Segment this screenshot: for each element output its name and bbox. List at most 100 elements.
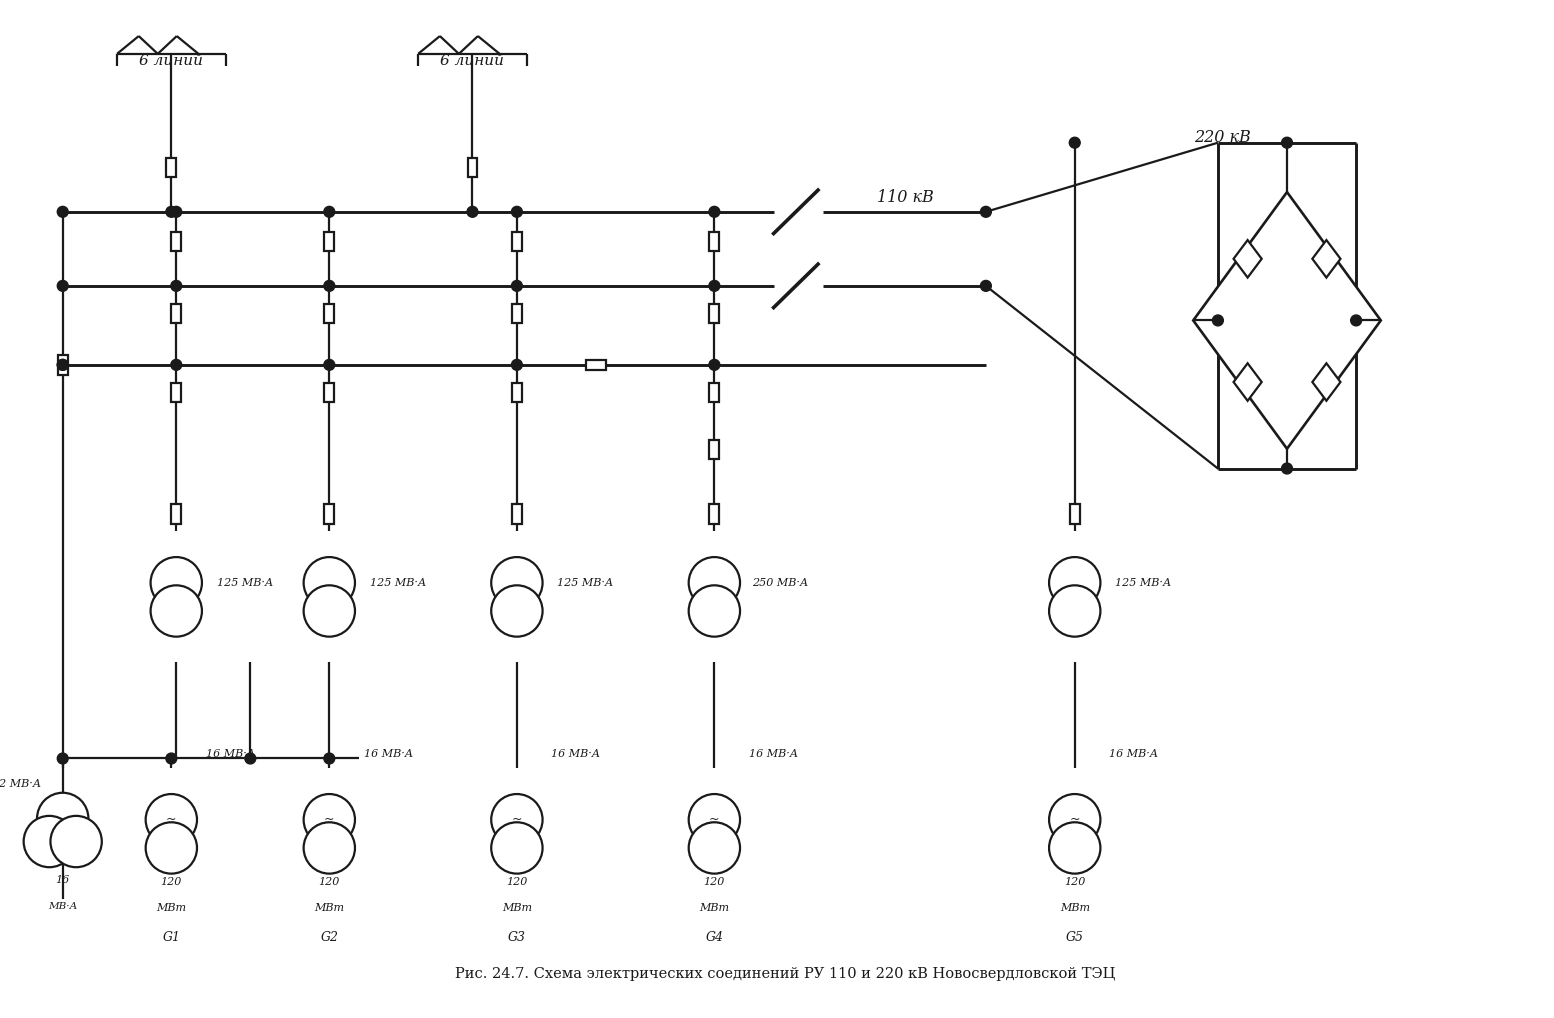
Bar — [325, 504, 334, 523]
Bar — [710, 303, 720, 324]
Text: 125 МВ·А: 125 МВ·А — [1116, 578, 1172, 587]
Text: 120: 120 — [704, 876, 726, 887]
Circle shape — [246, 753, 256, 764]
Circle shape — [981, 280, 991, 291]
Circle shape — [1069, 137, 1080, 149]
Text: 16 МВ·А: 16 МВ·А — [1110, 748, 1158, 758]
Text: 120: 120 — [160, 876, 182, 887]
Bar — [325, 383, 334, 402]
Circle shape — [23, 815, 75, 867]
Circle shape — [323, 753, 334, 764]
Bar — [468, 158, 477, 177]
Circle shape — [1049, 794, 1100, 845]
Text: G2: G2 — [320, 931, 339, 945]
Bar — [511, 504, 522, 523]
Bar — [171, 383, 182, 402]
Circle shape — [468, 207, 479, 217]
Circle shape — [709, 359, 720, 371]
Bar — [325, 231, 334, 251]
Circle shape — [171, 280, 182, 291]
Text: 120: 120 — [507, 876, 528, 887]
Bar — [710, 383, 720, 402]
Text: МВт: МВт — [699, 903, 729, 913]
Text: G1: G1 — [162, 931, 180, 945]
Polygon shape — [1312, 240, 1341, 278]
Text: 120: 120 — [319, 876, 340, 887]
Circle shape — [1049, 823, 1100, 873]
Bar — [57, 355, 68, 375]
Bar — [511, 303, 522, 324]
Circle shape — [166, 753, 177, 764]
Text: МВт: МВт — [157, 903, 186, 913]
Bar — [171, 303, 182, 324]
Circle shape — [688, 794, 740, 845]
Text: МВ·А: МВ·А — [48, 902, 78, 911]
Circle shape — [303, 823, 354, 873]
Text: Рис. 24.7. Схема электрических соединений РУ 110 и 220 кВ Новосвердловской ТЭЦ: Рис. 24.7. Схема электрических соединени… — [455, 967, 1116, 981]
Circle shape — [57, 359, 68, 371]
Bar — [166, 158, 176, 177]
Bar — [171, 504, 182, 523]
Circle shape — [303, 557, 354, 609]
Text: ~: ~ — [709, 813, 720, 827]
Circle shape — [323, 359, 334, 371]
Circle shape — [688, 585, 740, 636]
Circle shape — [303, 585, 354, 636]
Text: ~: ~ — [511, 813, 522, 827]
Text: 16: 16 — [56, 874, 70, 885]
Text: 250 МВ·А: 250 МВ·А — [752, 578, 808, 587]
Circle shape — [491, 585, 542, 636]
Circle shape — [491, 794, 542, 845]
Circle shape — [323, 280, 334, 291]
Text: 16 МВ·А: 16 МВ·А — [552, 748, 600, 758]
Text: 110 кВ: 110 кВ — [878, 188, 934, 206]
Text: 6 линий: 6 линий — [440, 54, 505, 68]
Text: 6 линий: 6 линий — [140, 54, 204, 68]
Text: 120: 120 — [1064, 876, 1085, 887]
Bar — [171, 231, 182, 251]
Circle shape — [303, 794, 354, 845]
Text: ~: ~ — [325, 813, 334, 827]
Bar — [710, 231, 720, 251]
Circle shape — [491, 823, 542, 873]
Circle shape — [688, 823, 740, 873]
Circle shape — [1049, 557, 1100, 609]
Circle shape — [171, 207, 182, 217]
Text: 125 МВ·А: 125 МВ·А — [216, 578, 274, 587]
Text: G3: G3 — [508, 931, 525, 945]
Text: G5: G5 — [1066, 931, 1083, 945]
Circle shape — [323, 207, 334, 217]
Circle shape — [1282, 137, 1293, 149]
Text: 125 МВ·А: 125 МВ·А — [558, 578, 614, 587]
Polygon shape — [1234, 240, 1262, 278]
Circle shape — [709, 280, 720, 291]
Text: 125 МВ·А: 125 МВ·А — [370, 578, 426, 587]
Text: 16 МВ·А: 16 МВ·А — [205, 748, 255, 758]
Text: МВт: МВт — [1060, 903, 1089, 913]
Text: 16 МВ·А: 16 МВ·А — [364, 748, 413, 758]
Bar — [710, 504, 720, 523]
Text: 220 кВ: 220 кВ — [1195, 129, 1251, 147]
Bar — [511, 383, 522, 402]
Text: ~: ~ — [1069, 813, 1080, 827]
Circle shape — [57, 359, 68, 371]
Circle shape — [146, 823, 197, 873]
Bar — [586, 360, 606, 370]
Text: МВт: МВт — [502, 903, 531, 913]
Circle shape — [511, 280, 522, 291]
Bar — [710, 440, 720, 459]
Circle shape — [688, 557, 740, 609]
Circle shape — [151, 557, 202, 609]
Circle shape — [511, 359, 522, 371]
Circle shape — [37, 793, 89, 844]
Polygon shape — [1193, 192, 1382, 449]
Circle shape — [981, 207, 991, 217]
Polygon shape — [1234, 363, 1262, 401]
Circle shape — [166, 207, 177, 217]
Circle shape — [146, 794, 197, 845]
Circle shape — [1350, 315, 1361, 326]
Circle shape — [57, 207, 68, 217]
Bar — [511, 231, 522, 251]
Text: 16 МВ·А: 16 МВ·А — [749, 748, 799, 758]
Circle shape — [491, 557, 542, 609]
